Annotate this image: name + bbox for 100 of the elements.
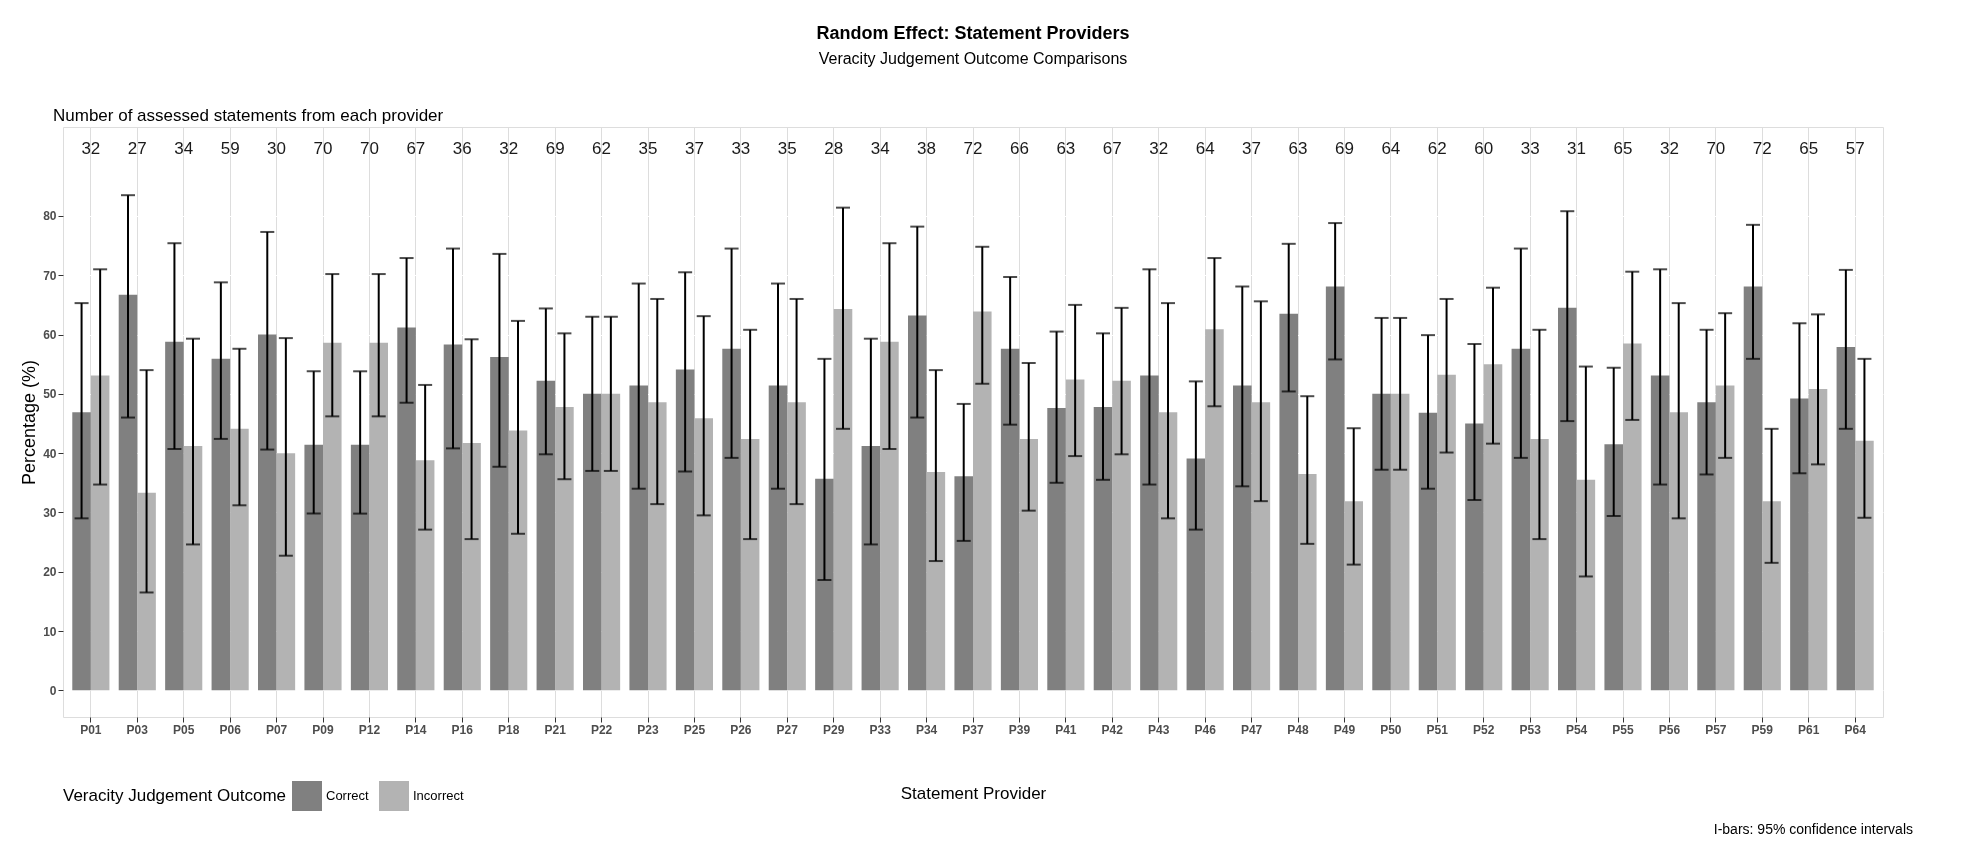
x-tick-label: P12 [358, 722, 381, 737]
bar [462, 443, 481, 691]
annotation: 62 [592, 139, 612, 158]
bar [1298, 473, 1317, 691]
bar [787, 402, 806, 691]
x-tick-label: P50 [1380, 722, 1402, 737]
bar [397, 327, 416, 691]
x-tick-label: P61 [1798, 722, 1820, 737]
x-axis-title: Statement Provider [900, 783, 1047, 803]
bar [211, 358, 231, 691]
bar [1093, 406, 1113, 691]
x-tick-label: P46 [1194, 722, 1217, 737]
x-tick-label: P01 [80, 722, 102, 737]
annotation: 35 [777, 139, 797, 158]
bar [508, 430, 528, 691]
chart-subtitle: Veracity Judgement Outcome Comparisons [818, 50, 1128, 67]
bar [276, 453, 296, 691]
bar [1697, 402, 1716, 691]
annotation: 37 [1242, 139, 1262, 158]
x-tick-label: P53 [1519, 722, 1542, 737]
annotation: 27 [127, 139, 147, 158]
bar [1279, 313, 1298, 691]
annotation: 69 [545, 139, 565, 158]
annotation: 32 [1149, 139, 1169, 158]
x-tick-label: P42 [1101, 722, 1124, 737]
bar [137, 492, 156, 691]
bar [1530, 438, 1549, 691]
x-tick-label: P48 [1287, 722, 1309, 737]
bar [1604, 444, 1623, 691]
bar [1418, 412, 1438, 691]
bar [1112, 380, 1131, 691]
x-tick-label: P03 [126, 722, 149, 737]
annotation: 70 [1706, 139, 1726, 158]
annotation: 70 [359, 139, 379, 158]
annotation: 59 [220, 139, 240, 158]
bar [1623, 343, 1642, 691]
x-tick-label: P56 [1658, 722, 1681, 737]
bar [973, 311, 992, 691]
bar [1140, 375, 1159, 691]
bar [1465, 423, 1484, 691]
x-tick-label: P55 [1612, 722, 1634, 737]
legend-label: Incorrect [413, 788, 464, 803]
bar [694, 418, 713, 691]
bar [1325, 286, 1345, 691]
x-tick-label: P26 [730, 722, 752, 737]
annotation: 33 [1520, 139, 1540, 158]
x-tick-label: P37 [962, 722, 984, 737]
annotation: 57 [1845, 139, 1865, 158]
annotation: 62 [1427, 139, 1447, 158]
annotation: 34 [870, 139, 890, 158]
bar [1233, 385, 1252, 691]
bar [415, 460, 435, 691]
annotation: 72 [963, 139, 983, 158]
y-tick-label: 30 [43, 505, 57, 520]
x-tick-label: P33 [869, 722, 892, 737]
bar [183, 446, 203, 691]
bar [926, 472, 946, 691]
bar [1390, 393, 1410, 691]
x-tick-label: P64 [1844, 722, 1867, 737]
bar [1065, 379, 1085, 691]
annotation: 64 [1195, 139, 1215, 158]
bar [536, 380, 556, 691]
text: I-bars: 95% confidence intervals [1713, 821, 1913, 837]
x-tick-label: P49 [1333, 722, 1356, 737]
bar [230, 428, 249, 691]
annotation: 37 [684, 139, 704, 158]
x-tick-label: P47 [1240, 722, 1263, 737]
x-tick-label: P07 [265, 722, 288, 737]
bar [629, 385, 648, 691]
annotation: 63 [1056, 139, 1076, 158]
annotation: 63 [1288, 139, 1308, 158]
bar [1186, 458, 1206, 691]
bar [740, 438, 760, 691]
x-tick-label: P29 [823, 722, 845, 737]
x-tick-label: P18 [498, 722, 520, 737]
bar [323, 342, 342, 691]
annotation: 35 [638, 139, 658, 158]
x-tick-label: P23 [637, 722, 659, 737]
text: Number of assessed statements from each provider [53, 106, 444, 125]
y-tick-label: 40 [43, 446, 57, 461]
bar [443, 344, 463, 691]
bar [1762, 501, 1781, 691]
bar [1650, 375, 1670, 691]
y-tick-label: 50 [43, 387, 57, 402]
bar [1808, 389, 1828, 691]
bar [490, 357, 509, 691]
bar [1372, 393, 1391, 691]
bar [369, 342, 388, 691]
bar [1669, 412, 1688, 691]
bar [1000, 348, 1020, 691]
annotation: 66 [1009, 139, 1029, 158]
bar [1558, 307, 1577, 691]
bar [304, 444, 323, 691]
bar [648, 402, 667, 691]
annotation: 65 [1799, 139, 1819, 158]
bar [880, 341, 899, 691]
bar [833, 309, 853, 691]
bar [72, 412, 91, 691]
bar [1743, 286, 1763, 691]
x-tick-label: P54 [1565, 722, 1588, 737]
